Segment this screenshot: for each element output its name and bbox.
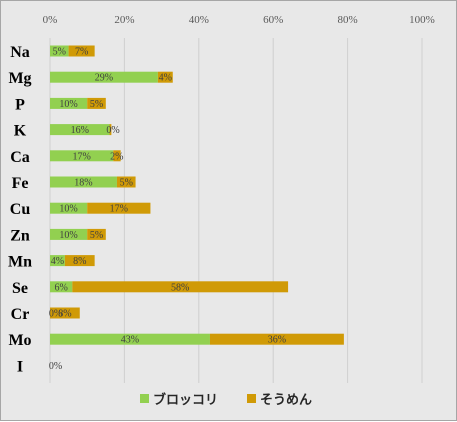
- data-label: 6%: [54, 282, 67, 293]
- bar-somen: [87, 97, 106, 109]
- data-label: 36%: [268, 335, 286, 346]
- data-label: 10%: [59, 204, 77, 215]
- category-axis: Na Mg PK Ca Fe Cu Zn Mn Se Cr Mo I: [8, 44, 32, 375]
- bar-somen: [113, 150, 121, 162]
- data-label: 29%: [95, 73, 113, 84]
- data-label: 8%: [58, 309, 71, 320]
- data-label: 4%: [159, 73, 172, 84]
- bar-broccoli: [50, 202, 88, 214]
- data-labels: 5% 7% 29% 4% 10% 5% 16% 0% 17% 2% 18% 5% 10% 17% 10% 5%…: [49, 47, 286, 372]
- bar-somen: [64, 255, 95, 267]
- x-tick-label: 20%: [114, 14, 134, 26]
- data-label: 10%: [59, 99, 77, 110]
- category-label: Cr: [11, 306, 30, 323]
- legend: ブロッコリ そうめん: [140, 392, 312, 408]
- data-label: 0%: [106, 125, 119, 136]
- x-axis-ticks: 0% 20% 40% 60% 80% 100%: [43, 14, 435, 26]
- category-label: Fe: [12, 175, 29, 192]
- data-label: 5%: [53, 47, 66, 58]
- category-label: K: [14, 123, 27, 140]
- data-label: 5%: [90, 99, 103, 110]
- bar-somen: [72, 281, 289, 293]
- data-label: 43%: [121, 335, 139, 346]
- category-label: P: [15, 96, 25, 113]
- data-label: 0%: [49, 309, 62, 320]
- bar-somen: [157, 71, 173, 83]
- data-label: 0%: [49, 361, 62, 372]
- data-label: 17%: [110, 204, 128, 215]
- bar-broccoli: [50, 255, 65, 267]
- bar-broccoli: [50, 45, 69, 57]
- category-label: Se: [12, 280, 28, 297]
- legend-swatch-somen: [247, 394, 256, 403]
- x-tick-label: 40%: [189, 14, 209, 26]
- bar-broccoli: [50, 71, 158, 83]
- data-label: 18%: [74, 178, 92, 189]
- bar-somen: [116, 176, 136, 188]
- bar-broccoli: [50, 176, 117, 188]
- bar-broccoli: [50, 333, 210, 345]
- x-tick-label: 0%: [43, 14, 58, 26]
- category-label: Na: [10, 44, 30, 61]
- data-label: 17%: [72, 151, 90, 162]
- bar-broccoli: [50, 124, 110, 136]
- data-label: 5%: [90, 230, 103, 241]
- bar-broccoli: [50, 97, 88, 109]
- bar-broccoli: [50, 228, 88, 240]
- data-label: 2%: [110, 151, 123, 162]
- data-label: 7%: [75, 47, 88, 58]
- x-tick-label: 100%: [409, 14, 435, 26]
- bar-somen: [87, 228, 106, 240]
- data-label: 5%: [120, 178, 133, 189]
- bar-broccoli: [50, 150, 114, 162]
- bar-somen: [50, 307, 80, 319]
- data-label: 4%: [51, 256, 64, 267]
- legend-label: そうめん: [260, 393, 312, 408]
- data-label: 10%: [59, 230, 77, 241]
- bar-somen: [209, 333, 344, 345]
- data-label: 8%: [73, 256, 86, 267]
- bar-somen: [109, 124, 112, 136]
- legend-label: ブロッコリ: [153, 392, 218, 408]
- data-label: 16%: [71, 125, 89, 136]
- data-label: 58%: [171, 282, 189, 293]
- legend-swatch-broccoli: [140, 394, 149, 403]
- x-tick-label: 80%: [338, 14, 358, 26]
- category-label: Mg: [8, 70, 31, 87]
- category-label: Zn: [10, 227, 30, 244]
- category-label: Mo: [8, 332, 31, 349]
- bar-somen: [68, 45, 95, 57]
- gridlines: [49, 38, 423, 383]
- category-label: Cu: [10, 201, 31, 218]
- category-label: Mn: [8, 254, 32, 271]
- bar-somen: [87, 202, 151, 214]
- category-label: Ca: [10, 149, 30, 166]
- x-tick-label: 60%: [263, 14, 283, 26]
- bar-broccoli: [50, 281, 73, 293]
- category-label: I: [17, 358, 23, 375]
- bars: [50, 45, 344, 345]
